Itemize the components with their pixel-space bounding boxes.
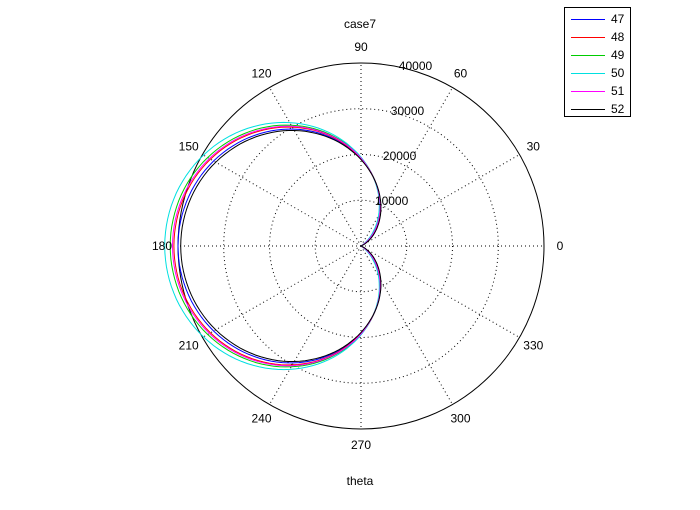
r-tick-label: 40000 — [399, 59, 433, 73]
legend-swatch — [571, 109, 605, 110]
legend-label: 49 — [611, 48, 625, 62]
legend-item-50: 50 — [565, 65, 630, 83]
legend-item-47: 47 — [565, 11, 630, 29]
legend-label: 47 — [611, 12, 625, 26]
chart-title: case7 — [344, 17, 376, 31]
angle-tick-label: 300 — [450, 411, 470, 425]
legend-label: 51 — [611, 84, 625, 98]
series-group — [164, 121, 382, 371]
ring-30000 — [223, 108, 499, 384]
legend-swatch — [571, 55, 605, 56]
legend-swatch — [571, 37, 605, 38]
angle-tick-label: 240 — [251, 411, 271, 425]
angle-tick-label: 90 — [354, 40, 368, 54]
angle-tick-label: 150 — [179, 140, 199, 154]
legend-item-48: 48 — [565, 29, 630, 47]
x-axis-label: theta — [347, 474, 374, 488]
radial-tick-labels: 10000 20000 30000 40000 — [375, 59, 433, 208]
r-tick-label: 10000 — [375, 194, 409, 208]
legend-item-49: 49 — [565, 47, 630, 65]
angle-tick-label: 330 — [523, 339, 543, 353]
spoke-120 — [269, 87, 362, 247]
angle-tick-label: 210 — [179, 339, 199, 353]
ring-20000 — [269, 154, 453, 338]
angle-tick-label: 30 — [527, 140, 541, 154]
legend-swatch — [571, 91, 605, 92]
r-tick-label: 30000 — [391, 104, 425, 118]
legend-item-51: 51 — [565, 83, 630, 101]
legend-label: 52 — [611, 102, 625, 116]
angle-tick-label: 180 — [152, 239, 172, 253]
legend-item-52: 52 — [565, 101, 630, 119]
angle-tick-label: 120 — [251, 67, 271, 81]
spoke-30 — [360, 154, 520, 247]
spoke-60 — [360, 87, 453, 247]
spoke-240 — [269, 245, 362, 405]
spoke-210 — [202, 245, 362, 338]
angle-tick-labels: 0 30 60 90 120 150 180 210 240 270 300 330 — [152, 40, 564, 452]
angle-tick-label: 0 — [557, 239, 564, 253]
legend-label: 50 — [611, 66, 625, 80]
ring-10000 — [314, 199, 408, 293]
angle-tick-label: 60 — [454, 67, 468, 81]
legend-swatch — [571, 19, 605, 20]
series-line-52 — [180, 130, 382, 362]
spoke-300 — [360, 245, 453, 405]
angle-tick-label: 270 — [351, 438, 371, 452]
legend-label: 48 — [611, 30, 625, 44]
spoke-150 — [202, 154, 362, 247]
legend: 47 48 49 50 51 52 — [564, 7, 631, 117]
spoke-330 — [360, 245, 520, 338]
polar-grid — [177, 62, 545, 430]
legend-swatch — [571, 73, 605, 74]
r-tick-label: 20000 — [383, 149, 417, 163]
